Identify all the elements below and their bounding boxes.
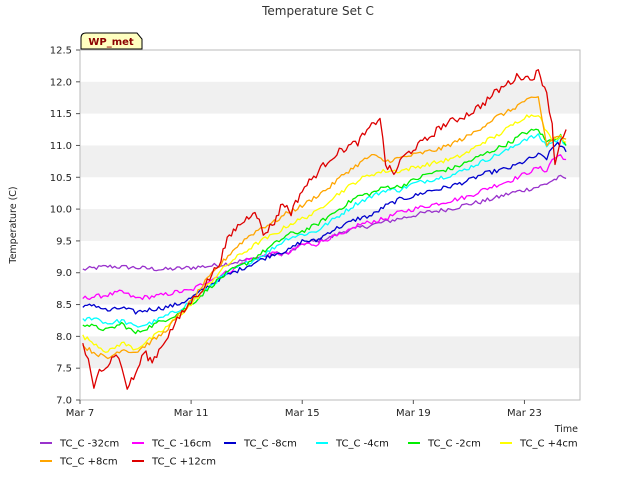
y-tick-label: 8.0 <box>56 332 72 343</box>
legend-label: TC_C +12cm <box>151 457 216 468</box>
chart-title: Temperature Set C <box>261 4 374 18</box>
x-tick-label: Mar 15 <box>285 408 320 419</box>
legend-item: TC_C +8cm <box>40 457 118 468</box>
legend-item: TC_C -16cm <box>132 439 211 450</box>
plot-frame <box>79 49 581 401</box>
legend-item: TC_C -2cm <box>408 439 481 450</box>
y-tick-label: 7.0 <box>56 396 72 407</box>
series-line-tc-c-16cm <box>82 154 567 301</box>
y-tick-label: 11.5 <box>50 109 72 120</box>
y-tick-label: 12.0 <box>50 77 72 88</box>
legend-label: TC_C +8cm <box>59 457 118 468</box>
legend-label: TC_C -8cm <box>243 439 297 450</box>
grid-band <box>80 81 580 114</box>
y-tick-label: 9.0 <box>56 268 72 279</box>
legend: TC_C -32cm TC_C -16cm TC_C -8cm TC_C -4cm TC… <box>40 439 578 468</box>
grid-band <box>80 272 580 305</box>
series-line-tc-c-4cm <box>82 133 567 328</box>
y-tick-label: 10.5 <box>50 173 72 184</box>
x-axis: Mar 7 Mar 11 Mar 15 Mar 19 Mar 23 <box>66 400 542 419</box>
wp-met-badge: WP_met <box>80 32 143 50</box>
x-axis-label: Time <box>554 424 578 435</box>
y-tick-label: 9.5 <box>56 236 72 247</box>
y-tick-label: 10.0 <box>50 205 72 216</box>
y-axis: 7.0 7.5 8.0 8.5 9.0 9.5 10.0 10.5 11.0 11.5 12.0 12… <box>50 46 80 407</box>
x-tick-label: Mar 7 <box>66 408 94 419</box>
series-line-tc-c-8cm <box>82 141 567 315</box>
series-line-tc-c-8cm <box>82 96 567 360</box>
y-tick-label: 11.0 <box>50 141 72 152</box>
legend-item: TC_C +12cm <box>132 457 216 468</box>
grid-band <box>80 336 580 369</box>
legend-label: TC_C -4cm <box>335 439 389 450</box>
legend-label: TC_C -2cm <box>427 439 481 450</box>
legend-item: TC_C -4cm <box>316 439 389 450</box>
legend-item: TC_C -8cm <box>224 439 297 450</box>
legend-item: TC_C +4cm <box>500 439 578 450</box>
series-line-tc-c-2cm <box>82 128 567 335</box>
x-tick-label: Mar 19 <box>396 408 431 419</box>
y-tick-label: 12.5 <box>50 46 72 57</box>
x-tick-label: Mar 23 <box>507 408 542 419</box>
y-axis-label: Temperature (C) <box>8 186 19 264</box>
legend-item: TC_C -32cm <box>40 439 119 450</box>
badge-label: WP_met <box>88 37 134 48</box>
legend-label: TC_C -32cm <box>59 439 119 450</box>
series-line-tc-c-4cm <box>82 114 567 353</box>
series-lines <box>82 69 567 390</box>
legend-label: TC_C +4cm <box>519 439 578 450</box>
series-line-tc-c-12cm <box>82 69 567 390</box>
plot-background-bands <box>80 50 580 400</box>
legend-label: TC_C -16cm <box>151 439 211 450</box>
y-tick-label: 7.5 <box>56 364 72 375</box>
x-tick-label: Mar 11 <box>174 408 209 419</box>
y-tick-label: 8.5 <box>56 300 72 311</box>
